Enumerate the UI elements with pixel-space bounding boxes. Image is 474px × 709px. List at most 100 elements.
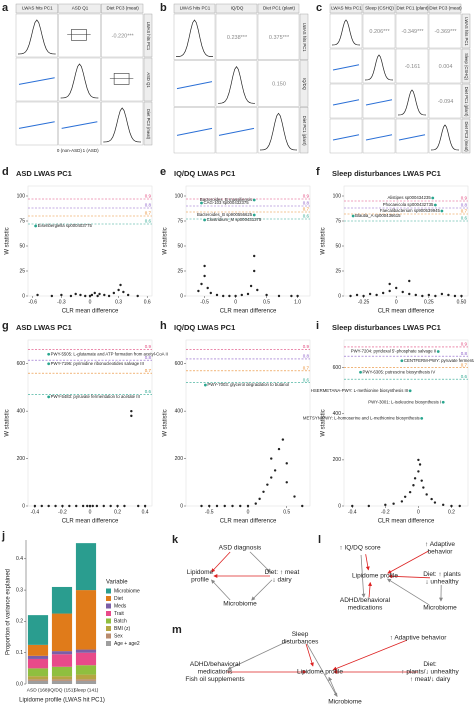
x-tick-label: 0.25 xyxy=(424,299,434,305)
header-box xyxy=(461,13,471,49)
point xyxy=(367,504,370,508)
y-tick-label: 50 xyxy=(177,243,183,249)
diagram-node: Diet: xyxy=(423,661,437,668)
bar-segment xyxy=(75,590,97,650)
plot-frame xyxy=(27,185,153,297)
point xyxy=(262,490,265,493)
highlight-point xyxy=(440,209,444,213)
point xyxy=(123,504,126,508)
y-tick-label: 0 xyxy=(338,503,341,509)
side-label: Diet PC1 (plant) xyxy=(302,116,307,146)
x-tick-label: -0.2 xyxy=(58,509,67,515)
point xyxy=(273,469,277,472)
correlation: 0.004 xyxy=(439,64,453,70)
legend-swatch xyxy=(106,633,111,639)
fit-line xyxy=(332,134,360,141)
legend-label: Batch xyxy=(114,618,127,624)
threshold-label: 0.7 xyxy=(303,207,310,212)
point xyxy=(107,294,111,298)
point xyxy=(222,294,225,298)
point xyxy=(281,438,285,441)
density-curve xyxy=(259,112,298,151)
x-tick-label: 0 xyxy=(395,299,398,305)
diagram-node: ↑ Adaptive behavior xyxy=(390,635,448,642)
point xyxy=(215,504,219,508)
cell xyxy=(428,48,462,84)
bar-segment xyxy=(51,613,73,652)
y-axis-label: W statistic xyxy=(163,409,169,436)
diagram-node: behavior xyxy=(428,548,454,555)
panel-letter: h xyxy=(160,320,167,332)
cell xyxy=(15,101,58,146)
annotation: CENTFERM-PWY: pyruvate fermentation to b… xyxy=(404,358,474,363)
x-tick-label: IQ/DQ (151) xyxy=(49,687,76,693)
diagram-arrow xyxy=(211,551,231,573)
point xyxy=(277,447,281,451)
x-axis-label: CLR mean difference xyxy=(62,519,119,525)
point xyxy=(266,483,269,486)
point xyxy=(81,504,85,508)
point xyxy=(384,503,387,507)
point xyxy=(412,484,415,487)
header-box xyxy=(428,3,462,14)
x-tick-label: 0 xyxy=(89,509,92,515)
point xyxy=(200,504,203,508)
annotation: Eisenbergiella sp000403775 xyxy=(38,223,93,228)
x-tick-label: Sleep (141) xyxy=(74,687,99,693)
point xyxy=(414,293,417,297)
x-tick-label: 0.6 xyxy=(144,299,151,305)
correlation: 0.150 xyxy=(272,81,286,87)
point xyxy=(215,293,219,297)
bar-segment xyxy=(27,679,49,681)
bar-segment xyxy=(51,679,73,681)
point xyxy=(249,284,253,288)
diagram-arrow xyxy=(368,581,373,598)
y-tick-label: 100 xyxy=(17,193,26,199)
point xyxy=(246,504,250,508)
panel-letter: l xyxy=(318,534,321,546)
point xyxy=(375,293,378,297)
point xyxy=(277,294,281,298)
fit-line xyxy=(218,127,255,136)
point xyxy=(234,294,237,298)
x-tick-label: 0.5 xyxy=(283,509,290,515)
point xyxy=(425,493,428,496)
y-tick-label: 400 xyxy=(333,411,342,417)
point xyxy=(96,294,99,298)
x-label: 1 (ASD) xyxy=(83,148,100,153)
y-tick-label: 0.2 xyxy=(16,619,23,625)
header-label: Diet PC1 (plant) xyxy=(263,6,296,11)
x-tick-label: -0.3 xyxy=(57,299,66,305)
correlation: 0.238*** xyxy=(227,35,248,41)
point xyxy=(75,504,78,508)
point xyxy=(440,292,444,296)
fit-line xyxy=(18,77,55,85)
diagram-arrow xyxy=(306,643,338,697)
y-tick-label: 400 xyxy=(175,408,184,414)
header-box xyxy=(299,13,309,60)
diagram-node: ↓ dairy xyxy=(272,576,292,583)
point xyxy=(61,504,64,508)
panel-letter: k xyxy=(172,534,179,546)
legend-label: Age + age2 xyxy=(114,641,140,647)
bar-segment xyxy=(51,654,73,667)
x-tick-label: ASD (168) xyxy=(27,687,50,693)
point xyxy=(290,294,293,298)
annotation: PWY-6305: putrescine biosynthesis IV xyxy=(363,369,436,374)
bar-segment xyxy=(75,680,97,684)
cell xyxy=(215,13,258,60)
correlation: -0.161 xyxy=(405,64,421,70)
point xyxy=(223,504,226,508)
header-box xyxy=(215,3,258,14)
threshold-label: 0.9 xyxy=(303,194,310,199)
x-axis-label: CLR mean difference xyxy=(378,309,435,315)
y-tick-label: 50 xyxy=(19,243,25,249)
highlight-point xyxy=(203,383,207,387)
cell xyxy=(215,107,258,154)
threshold-label: 0.6 xyxy=(461,374,468,379)
annotation: Faecalibacterium sp900539945 xyxy=(380,208,441,213)
point xyxy=(197,289,200,293)
cell xyxy=(173,60,216,107)
annotation: Bacteroides_B sp900556625 xyxy=(197,212,253,217)
highlight-point xyxy=(359,370,362,374)
